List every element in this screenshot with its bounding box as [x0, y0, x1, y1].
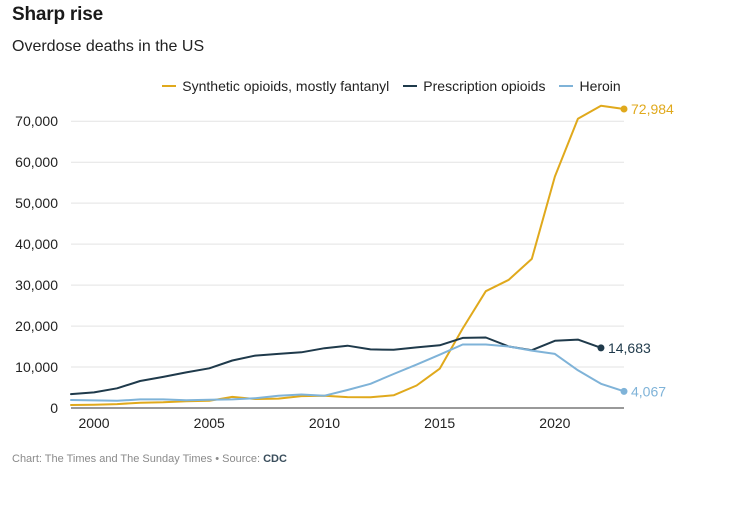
legend-item-prescription: Prescription opioids — [403, 78, 545, 94]
x-tick-label: 2010 — [309, 415, 340, 431]
x-tick-label: 2000 — [78, 415, 109, 431]
legend-item-synthetic: Synthetic opioids, mostly fantanyl — [162, 78, 389, 94]
end-label-0: 72,984 — [631, 101, 674, 117]
x-tick-label: 2020 — [539, 415, 570, 431]
y-tick-label: 0 — [50, 400, 58, 416]
chart-subtitle: Overdose deaths in the US — [12, 38, 205, 55]
end-marker-0 — [620, 105, 628, 113]
y-tick-label: 50,000 — [15, 195, 58, 211]
series-line-1 — [70, 336, 602, 396]
y-tick-label: 60,000 — [15, 154, 58, 170]
x-tick-label: 2015 — [424, 415, 455, 431]
axes: 0 10,000 20,000 30,000 40,000 50,000 60,000 70,… — [15, 113, 624, 431]
series-lines — [70, 104, 628, 406]
legend-label-synthetic: Synthetic opioids, mostly fantanyl — [182, 78, 390, 94]
gridlines — [71, 120, 624, 368]
y-tick-label: 30,000 — [15, 277, 58, 293]
legend-label-prescription: Prescription opioids — [423, 78, 546, 94]
source-label: Source: — [222, 453, 261, 465]
chart-credit: Chart: The Times and The Sunday Times — [12, 453, 213, 465]
series-line-0 — [70, 104, 625, 406]
y-tick-label: 20,000 — [15, 318, 58, 334]
y-tick-label: 40,000 — [15, 236, 58, 252]
chart-footer: Chart: The Times and The Sunday Times • … — [12, 453, 287, 465]
legend-swatch-heroin — [559, 85, 574, 87]
legend-swatch-synthetic — [162, 85, 177, 87]
series-line-2 — [70, 343, 625, 402]
end-marker-2 — [620, 387, 628, 395]
y-tick-label: 10,000 — [15, 359, 58, 375]
legend-label-heroin: Heroin — [579, 78, 621, 94]
x-tick-label: 2005 — [194, 415, 225, 431]
legend-swatch-prescription — [403, 85, 418, 87]
legend-item-heroin: Heroin — [559, 78, 621, 94]
y-tick-label: 70,000 — [15, 113, 58, 129]
chart-title: Sharp rise — [12, 4, 103, 25]
end-marker-1 — [597, 344, 605, 352]
source-link[interactable]: CDC — [263, 453, 287, 465]
footer-separator: • — [215, 453, 220, 465]
end-label-1: 14,683 — [608, 340, 651, 356]
end-label-2: 4,067 — [631, 383, 666, 399]
end-labels: 72,984 14,683 4,067 — [608, 101, 674, 399]
chart-legend: Synthetic opioids, mostly fantanyl Presc… — [0, 78, 743, 94]
